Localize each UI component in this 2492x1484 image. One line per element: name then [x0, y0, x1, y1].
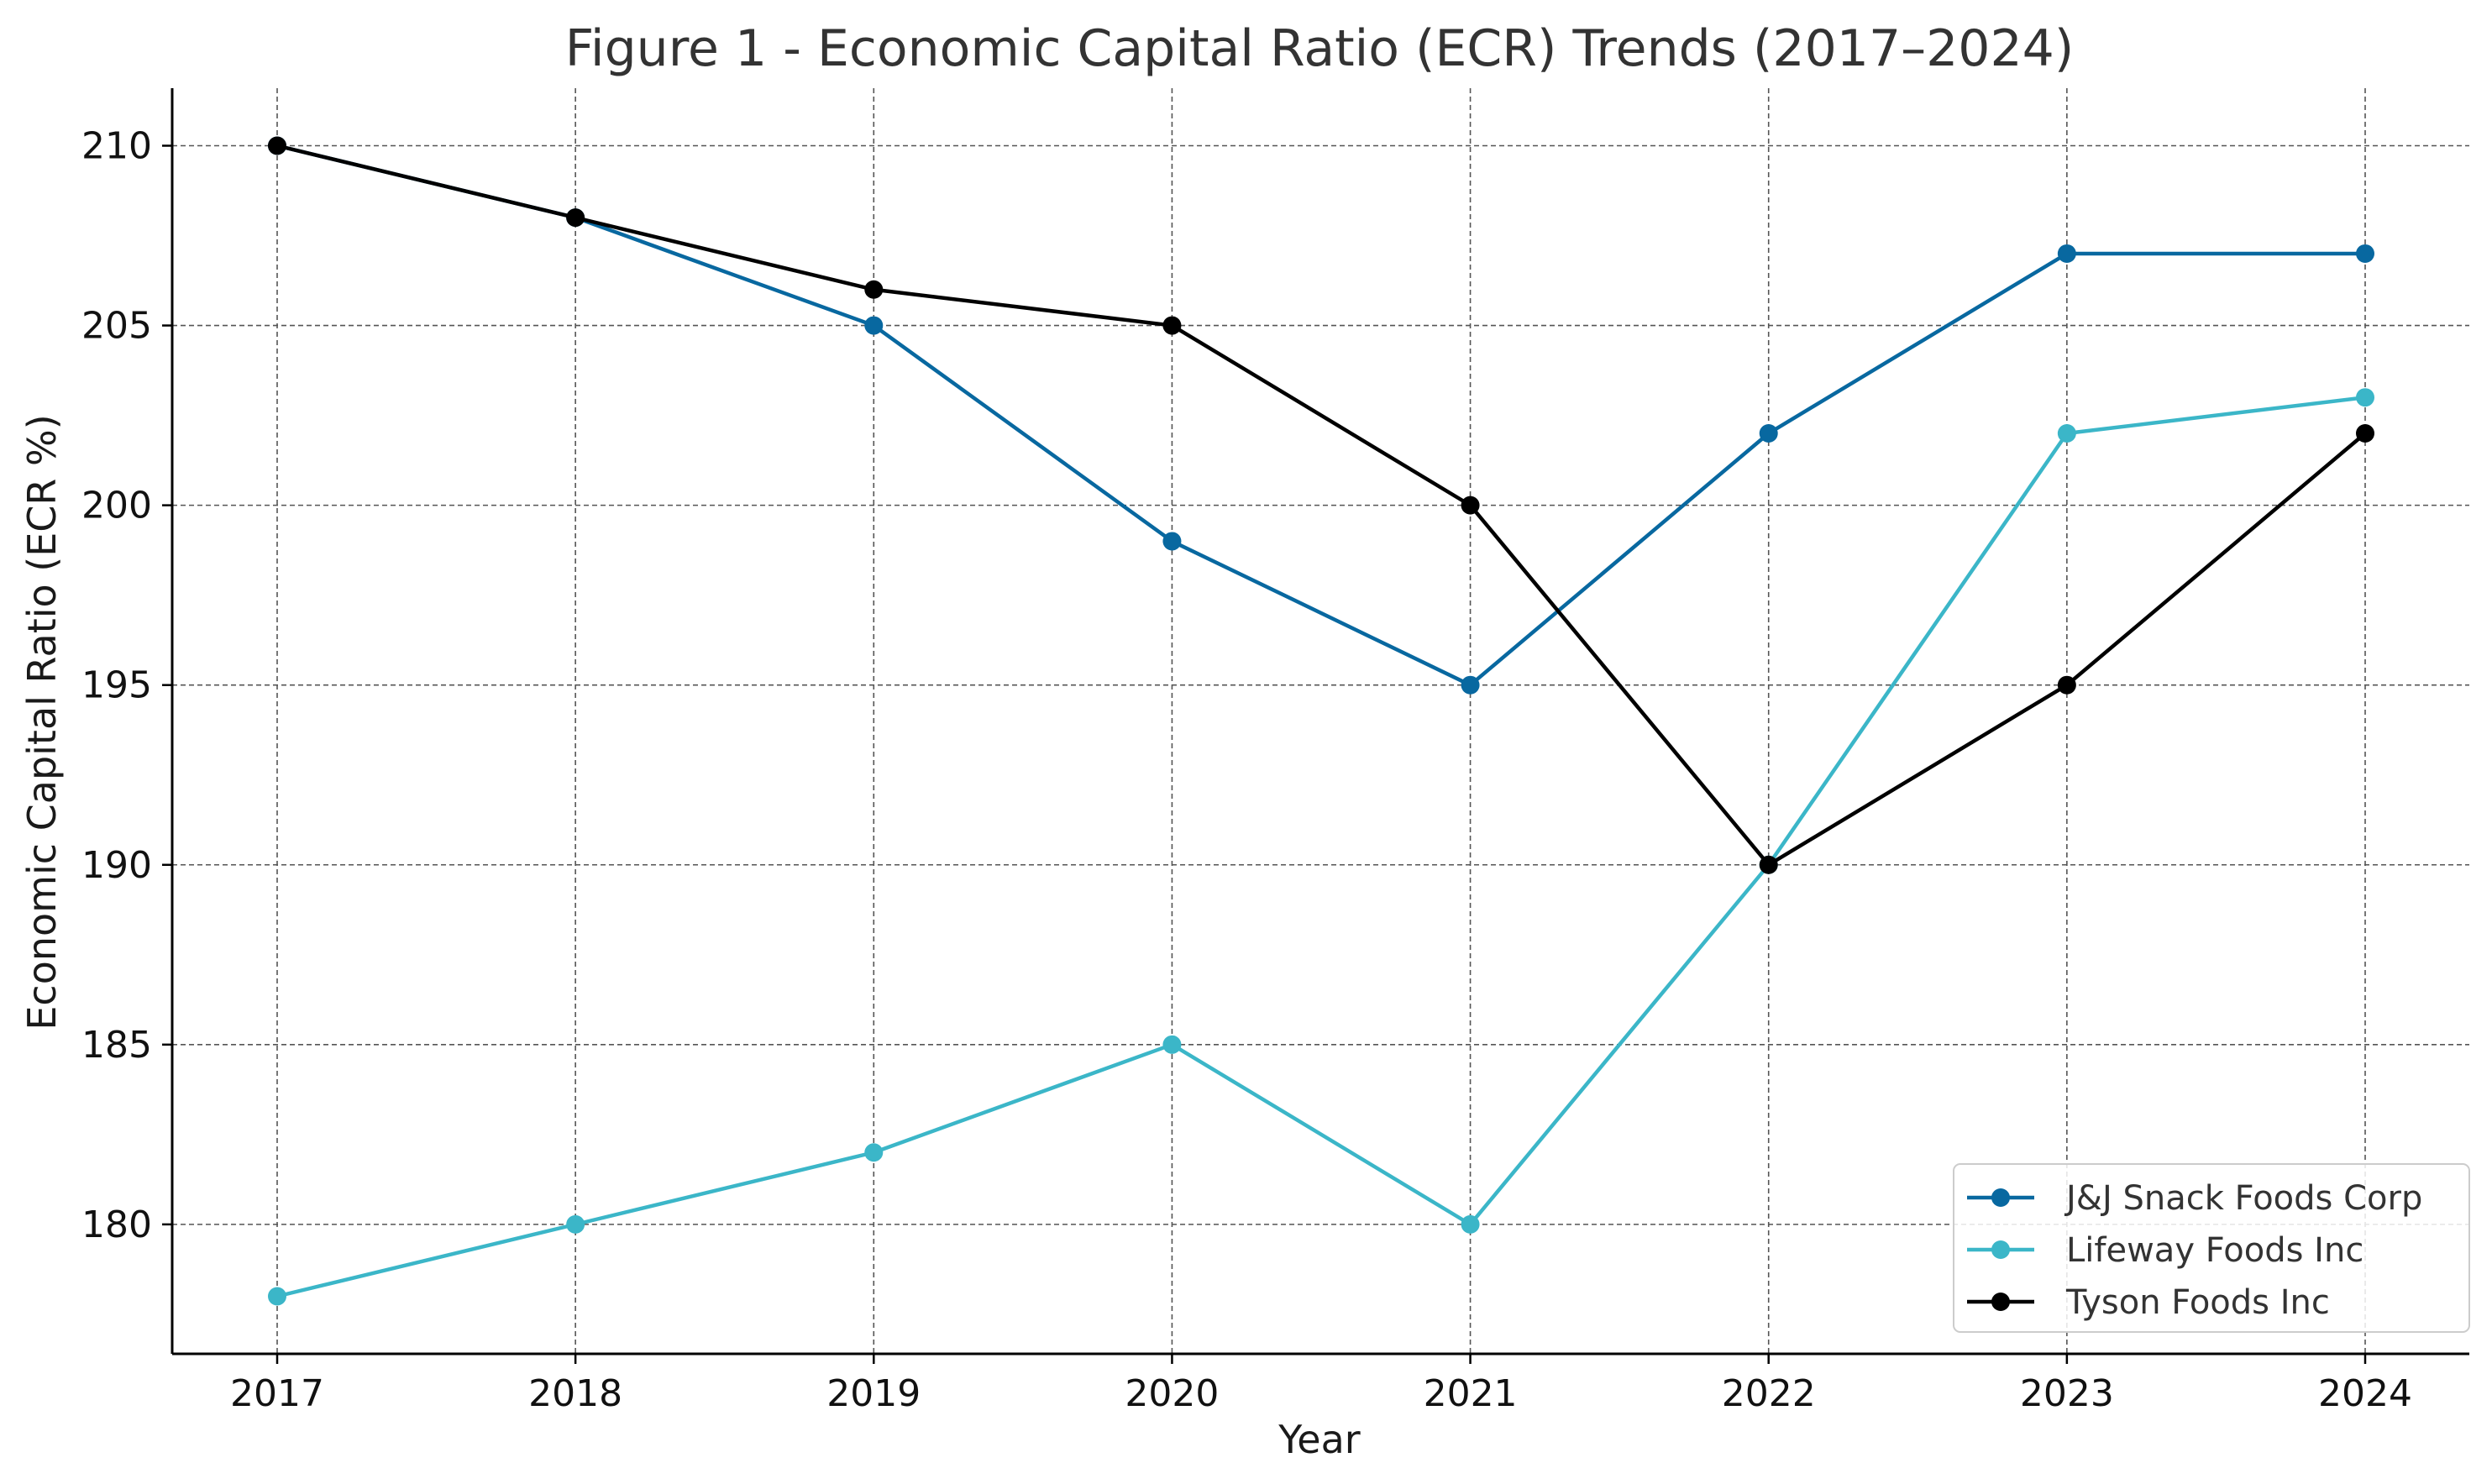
legend-item-lifeway-foods-inc: Lifeway Foods Inc [1967, 1231, 2363, 1270]
series-line-j-j-snack-foods-corp [276, 144, 2365, 687]
y-tick-label: 210 [81, 125, 152, 168]
legend-frame [1953, 1163, 2470, 1333]
data-point-j-j-snack-foods-corp [1461, 675, 1480, 695]
y-tick-label: 200 [81, 485, 152, 527]
legend-swatch-marker [1991, 1188, 2010, 1207]
legend-label: Lifeway Foods Inc [2066, 1231, 2363, 1270]
x-tick-label: 2022 [1722, 1372, 1816, 1415]
series-tyson-foods-inc [268, 136, 2374, 874]
y-tick-labels: 180 185 190 195 200 205 210 [81, 125, 152, 1246]
data-point-j-j-snack-foods-corp [1759, 424, 1778, 443]
data-point-lifeway-foods-inc [566, 1214, 585, 1234]
y-tick-label: 185 [81, 1024, 152, 1067]
legend: J&J Snack Foods Corp Lifeway Foods Inc Tys… [1953, 1163, 2470, 1333]
data-point-tyson-foods-inc [1461, 496, 1480, 515]
series-lifeway-foods-inc [268, 388, 2374, 1306]
data-point-j-j-snack-foods-corp [2356, 244, 2374, 263]
data-point-tyson-foods-inc [2356, 424, 2374, 443]
series-line-lifeway-foods-inc [276, 395, 2366, 1298]
y-tick-label: 205 [81, 305, 152, 348]
x-tick-label: 2017 [230, 1372, 324, 1415]
axes-layer [162, 88, 2469, 1364]
x-tick-label: 2020 [1125, 1372, 1219, 1415]
x-axis-label: Year [1277, 1417, 1360, 1462]
data-point-tyson-foods-inc [1162, 316, 1182, 335]
x-tick-label: 2024 [2318, 1372, 2412, 1415]
data-point-lifeway-foods-inc [2057, 424, 2076, 443]
data-point-lifeway-foods-inc [268, 1287, 286, 1306]
data-point-j-j-snack-foods-corp [864, 316, 884, 335]
series-line-tyson-foods-inc [276, 144, 2367, 867]
data-point-tyson-foods-inc [1759, 855, 1778, 874]
data-point-j-j-snack-foods-corp [2057, 244, 2076, 263]
data-point-tyson-foods-inc [566, 208, 585, 228]
y-tick-label: 180 [81, 1203, 152, 1246]
legend-label: J&J Snack Foods Corp [2064, 1179, 2422, 1218]
data-point-tyson-foods-inc [268, 136, 286, 155]
x-tick-label: 2019 [826, 1372, 921, 1415]
data-point-lifeway-foods-inc [2356, 388, 2374, 407]
y-tick-label: 195 [81, 664, 152, 707]
data-point-tyson-foods-inc [864, 280, 884, 299]
x-tick-label: 2023 [2020, 1372, 2114, 1415]
x-tick-labels: 2017 2018 2019 2020 2021 2022 2023 2024 [230, 1372, 2412, 1415]
data-point-j-j-snack-foods-corp [1162, 532, 1182, 551]
y-axis-label: Economic Capital Ratio (ECR %) [19, 414, 65, 1030]
data-point-lifeway-foods-inc [1461, 1214, 1480, 1234]
series-layer [268, 136, 2374, 1306]
chart-title: Figure 1 - Economic Capital Ratio (ECR) … [565, 19, 2074, 78]
data-point-lifeway-foods-inc [864, 1143, 884, 1162]
grid-layer [172, 88, 2469, 1354]
data-point-lifeway-foods-inc [1162, 1035, 1182, 1054]
legend-swatch-marker [1991, 1240, 2010, 1259]
legend-label: Tyson Foods Inc [2065, 1283, 2330, 1322]
x-tick-label: 2018 [528, 1372, 622, 1415]
y-tick-label: 190 [81, 844, 152, 887]
legend-swatch-marker [1991, 1293, 2010, 1311]
legend-item-tyson-foods-inc: Tyson Foods Inc [1967, 1283, 2330, 1322]
x-tick-label: 2021 [1424, 1372, 1518, 1415]
legend-item-j-j-snack-foods-corp: J&J Snack Foods Corp [1967, 1179, 2422, 1218]
data-point-tyson-foods-inc [2057, 675, 2076, 695]
